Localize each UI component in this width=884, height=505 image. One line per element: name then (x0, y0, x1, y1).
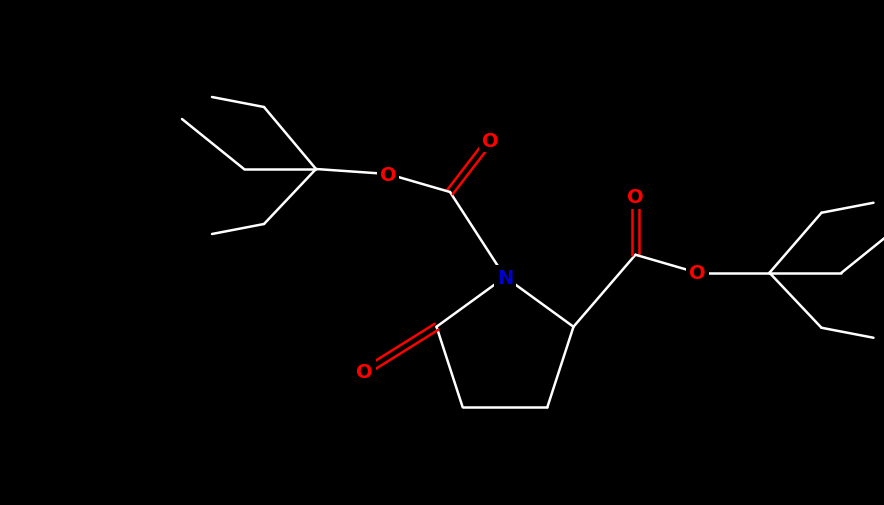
Text: O: O (356, 363, 373, 381)
Text: O: O (380, 165, 396, 184)
Text: O: O (690, 264, 705, 283)
Text: N: N (497, 268, 513, 287)
Text: O: O (482, 131, 499, 150)
Text: O: O (627, 188, 644, 207)
